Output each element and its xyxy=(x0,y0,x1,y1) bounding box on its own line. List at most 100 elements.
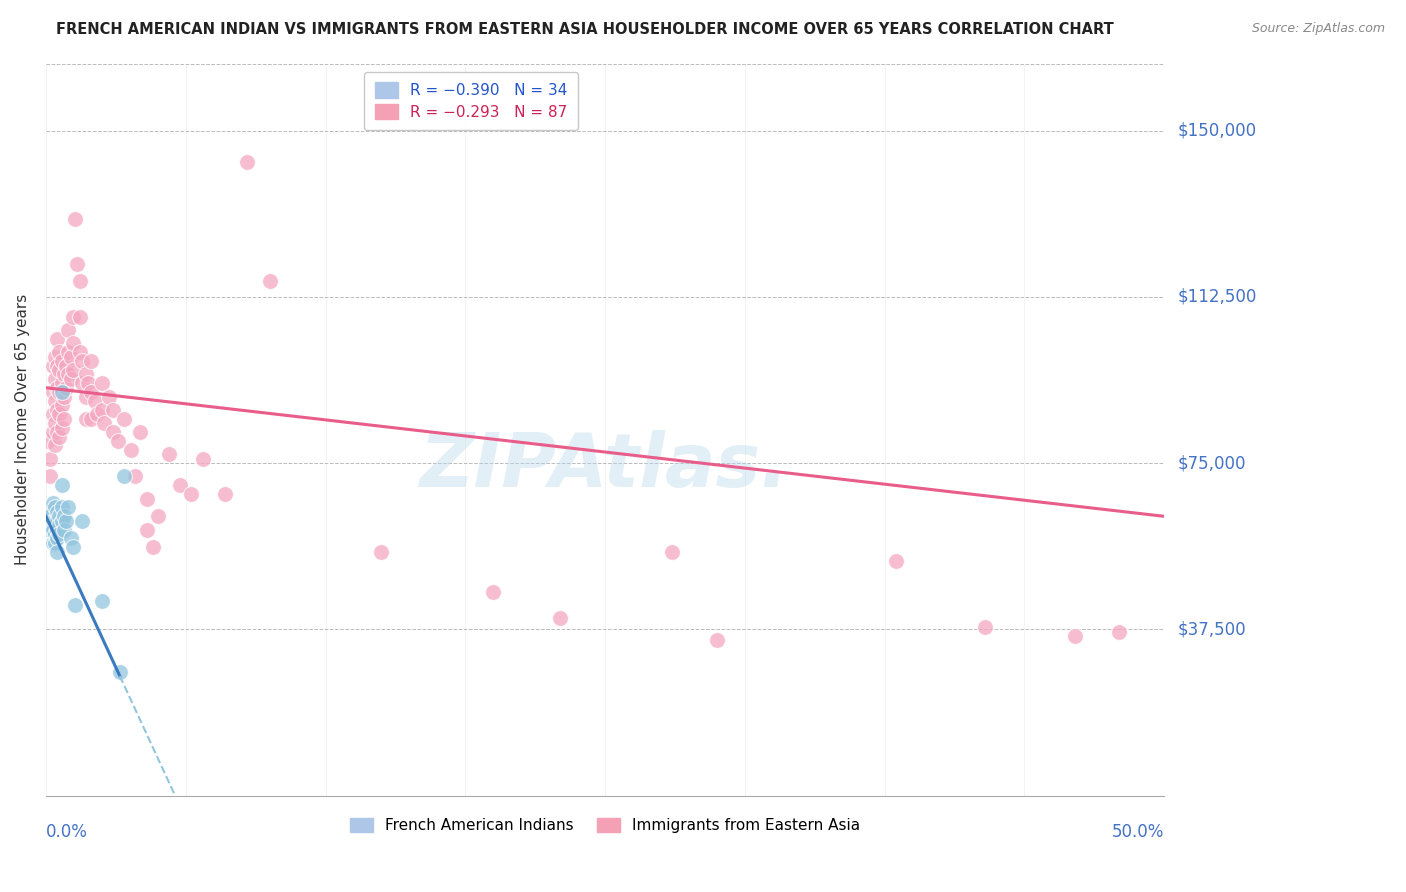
Point xyxy=(41,536,63,550)
Point xyxy=(46,425,69,439)
Point xyxy=(51,385,73,400)
Point xyxy=(58,345,80,359)
Point xyxy=(884,554,907,568)
Point xyxy=(70,376,93,391)
Point xyxy=(191,451,214,466)
Point xyxy=(51,420,73,434)
Point xyxy=(84,394,107,409)
Point xyxy=(107,434,129,448)
Point xyxy=(46,403,69,417)
Point xyxy=(52,390,75,404)
Text: ZIPAtlas.: ZIPAtlas. xyxy=(420,430,790,503)
Point xyxy=(86,408,108,422)
Point xyxy=(39,451,62,466)
Point xyxy=(62,541,84,555)
Point xyxy=(59,532,82,546)
Point xyxy=(112,411,135,425)
Text: 50.0%: 50.0% xyxy=(1112,823,1164,841)
Point xyxy=(52,523,75,537)
Point xyxy=(48,345,70,359)
Point xyxy=(120,442,142,457)
Text: 0.0%: 0.0% xyxy=(46,823,87,841)
Y-axis label: Householder Income Over 65 years: Householder Income Over 65 years xyxy=(15,294,30,566)
Point xyxy=(41,514,63,528)
Point xyxy=(236,154,259,169)
Point xyxy=(214,487,236,501)
Point xyxy=(41,359,63,373)
Point xyxy=(101,403,124,417)
Point xyxy=(90,593,112,607)
Point xyxy=(75,368,97,382)
Point xyxy=(51,514,73,528)
Point xyxy=(51,478,73,492)
Point xyxy=(69,345,91,359)
Point xyxy=(90,403,112,417)
Point xyxy=(112,469,135,483)
Text: $75,000: $75,000 xyxy=(1178,454,1247,472)
Text: $37,500: $37,500 xyxy=(1178,620,1247,639)
Point xyxy=(129,425,152,439)
Point xyxy=(44,372,66,386)
Point xyxy=(44,416,66,430)
Point xyxy=(370,545,392,559)
Text: $150,000: $150,000 xyxy=(1178,121,1257,139)
Point xyxy=(146,509,169,524)
Point xyxy=(974,620,997,634)
Text: Source: ZipAtlas.com: Source: ZipAtlas.com xyxy=(1251,22,1385,36)
Point xyxy=(70,354,93,368)
Point xyxy=(180,487,202,501)
Point xyxy=(482,584,505,599)
Point xyxy=(97,390,120,404)
Point xyxy=(62,336,84,351)
Point xyxy=(58,500,80,515)
Point xyxy=(46,359,69,373)
Point xyxy=(41,385,63,400)
Point xyxy=(48,518,70,533)
Point xyxy=(142,541,165,555)
Point xyxy=(75,390,97,404)
Point xyxy=(69,274,91,288)
Point xyxy=(80,385,103,400)
Point xyxy=(37,505,59,519)
Point xyxy=(58,323,80,337)
Point xyxy=(48,509,70,524)
Point xyxy=(51,500,73,515)
Text: $112,500: $112,500 xyxy=(1178,288,1257,306)
Point xyxy=(41,408,63,422)
Point xyxy=(157,447,180,461)
Point xyxy=(75,411,97,425)
Point xyxy=(48,363,70,377)
Point xyxy=(706,633,728,648)
Point xyxy=(77,376,100,391)
Point xyxy=(55,514,77,528)
Point xyxy=(44,514,66,528)
Point xyxy=(90,376,112,391)
Point xyxy=(41,425,63,439)
Point xyxy=(259,274,281,288)
Point xyxy=(63,598,86,612)
Point xyxy=(169,478,191,492)
Point xyxy=(41,496,63,510)
Point xyxy=(661,545,683,559)
Point xyxy=(55,381,77,395)
Point xyxy=(62,310,84,324)
Point xyxy=(93,416,115,430)
Point xyxy=(48,408,70,422)
Point xyxy=(58,368,80,382)
Point xyxy=(1063,629,1085,643)
Point xyxy=(55,359,77,373)
Point xyxy=(80,354,103,368)
Point xyxy=(46,523,69,537)
Point xyxy=(52,411,75,425)
Point xyxy=(41,523,63,537)
Text: FRENCH AMERICAN INDIAN VS IMMIGRANTS FROM EASTERN ASIA HOUSEHOLDER INCOME OVER 6: FRENCH AMERICAN INDIAN VS IMMIGRANTS FRO… xyxy=(56,22,1114,37)
Point xyxy=(51,354,73,368)
Point xyxy=(44,536,66,550)
Point xyxy=(59,372,82,386)
Point xyxy=(46,381,69,395)
Point xyxy=(63,212,86,227)
Point xyxy=(124,469,146,483)
Point xyxy=(44,438,66,452)
Point xyxy=(70,514,93,528)
Point xyxy=(108,665,131,679)
